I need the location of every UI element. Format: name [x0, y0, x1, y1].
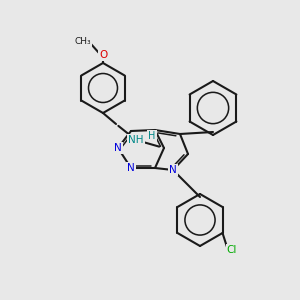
- Text: NH: NH: [128, 135, 144, 145]
- Text: CH₃: CH₃: [75, 38, 91, 46]
- Text: O: O: [99, 50, 107, 60]
- Text: N: N: [127, 163, 135, 173]
- Text: N: N: [169, 165, 177, 175]
- Text: Cl: Cl: [227, 245, 237, 255]
- Text: H: H: [148, 131, 156, 141]
- Text: N: N: [114, 143, 122, 153]
